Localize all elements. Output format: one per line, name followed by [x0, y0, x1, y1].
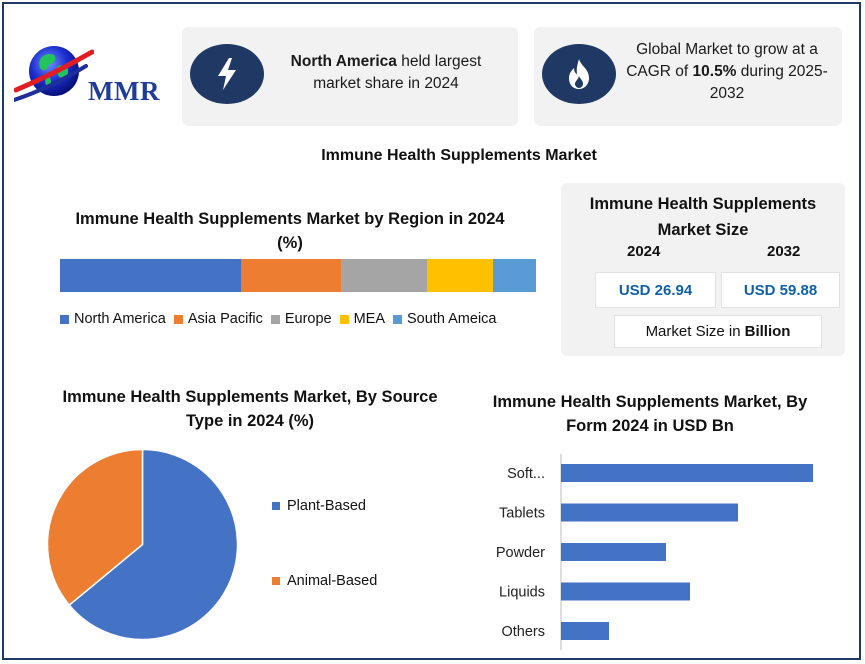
globe-icon	[14, 46, 94, 102]
highlight-text-cagr: Global Market to grow at a CAGR of 10.5%…	[626, 41, 828, 102]
region-chart-title: Immune Health Supplements Market by Regi…	[75, 210, 505, 252]
legend-label: Europe	[284, 311, 332, 327]
form-bar-liquids	[561, 582, 690, 601]
logo-text: MMR	[88, 76, 160, 106]
main-title: Immune Health Supplements Market	[321, 147, 597, 164]
region-segment-europe	[340, 259, 427, 292]
region-legend-north-america: North America	[60, 311, 166, 327]
legend-swatch	[393, 314, 403, 324]
pie-legend-animal-based: Animal-Based	[272, 573, 377, 589]
legend-swatch	[339, 314, 349, 324]
form-tick-label-liquids: Liquids	[499, 585, 545, 601]
mmr-logo: MMR	[14, 38, 179, 110]
form-chart-title: Immune Health Supplements Market, By For…	[492, 393, 808, 435]
region-segment-north-america	[60, 259, 241, 292]
legend-label: Animal-Based	[287, 573, 378, 589]
form-bar-powder	[561, 543, 666, 561]
source-chart-title: Immune Health Supplements Market, By Sou…	[62, 388, 438, 430]
legend-label: MEA	[353, 311, 386, 327]
legend-label: South Ameica	[407, 311, 497, 327]
region-legend-mea: MEA	[339, 311, 386, 327]
form-tick-label-soft: Soft...	[507, 466, 545, 482]
lightning-icon	[190, 44, 264, 104]
form-tick-label-powder: Powder	[496, 545, 545, 561]
region-legend: North America Asia Pacific Europe MEA South …	[60, 311, 540, 327]
legend-label: North America	[74, 311, 166, 327]
market-size-title: Immune Health Supplements Market Size	[589, 195, 817, 239]
region-legend-asia-pacific: Asia Pacific	[173, 311, 263, 327]
region-stacked-bar	[60, 259, 536, 292]
legend-label: Plant-Based	[287, 498, 366, 514]
legend-swatch	[272, 502, 280, 510]
legend-swatch	[270, 314, 280, 324]
pie-slice-animal-based	[46, 448, 144, 607]
region-segment-south-ameica	[493, 259, 536, 292]
form-bar-tablets	[561, 503, 738, 522]
form-bar-soft	[561, 464, 813, 482]
year-2024-label: 2024	[627, 243, 661, 260]
year-2032-label: 2032	[767, 243, 801, 260]
highlight-card-cagr: Global Market to grow at a CAGR of 10.5%…	[534, 27, 842, 126]
form-bar-chart: Soft... Tablets Powder Liquids Others	[496, 454, 813, 650]
flame-icon	[542, 44, 616, 104]
value-2024: USD 26.94	[595, 272, 716, 308]
form-tick-label-others: Others	[501, 624, 545, 640]
pie-legend-plant-based: Plant-Based	[272, 498, 366, 514]
form-bar-others	[561, 622, 609, 640]
pie-slice-plant-based	[68, 448, 239, 641]
region-segment-asia-pacific	[240, 259, 341, 292]
legend-swatch	[60, 314, 69, 324]
legend-swatch	[173, 314, 183, 324]
legend-label: Asia Pacific	[187, 311, 263, 327]
highlight-card-region: North America held largest market share …	[182, 27, 518, 126]
highlight-text-region: North America held largest market share …	[290, 53, 482, 92]
form-tick-label-tablets: Tablets	[499, 506, 545, 522]
source-pie-chart	[46, 448, 239, 641]
legend-swatch	[272, 577, 280, 585]
region-segment-mea	[426, 259, 494, 292]
market-size-unit: Market Size in Billion	[614, 315, 822, 348]
region-legend-europe: Europe	[270, 311, 332, 327]
region-legend-south-ameica: South Ameica	[393, 311, 497, 327]
value-2032: USD 59.88	[721, 272, 840, 308]
